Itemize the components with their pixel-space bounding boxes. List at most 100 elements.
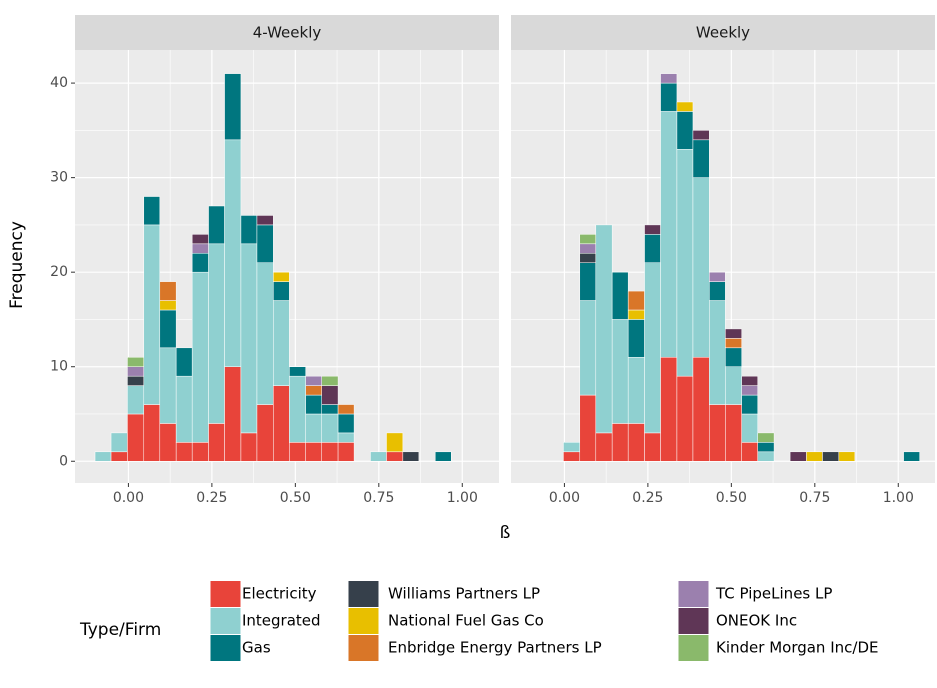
bar-segment [611, 423, 629, 462]
bar-segment [273, 271, 290, 282]
bar-segment [305, 442, 322, 462]
x-tick-label: 1.00 [883, 490, 914, 506]
y-tick-label: 30 [50, 170, 68, 186]
bar-segment [191, 253, 209, 273]
bar-segment [191, 234, 209, 245]
bar-segment [208, 205, 225, 245]
bar-segment [660, 73, 678, 84]
bar-segment [256, 224, 274, 263]
bar-segment [305, 413, 322, 443]
legend-key [347, 607, 380, 635]
bar-segment [579, 253, 597, 263]
bar-segment [676, 101, 694, 112]
bar-segment [676, 149, 694, 377]
bar-segment [692, 177, 710, 358]
x-tick-label: 0.75 [363, 490, 394, 506]
bar-segment [644, 234, 661, 263]
bar-segment [224, 366, 242, 462]
bar-segment [208, 243, 225, 424]
bar-segment [191, 271, 209, 443]
bar-segment [159, 347, 177, 424]
bar-segment [191, 243, 209, 254]
x-tick-label: 0.50 [280, 490, 311, 506]
bar-segment [208, 423, 225, 462]
bar-segment [757, 432, 775, 443]
bar-segment [240, 215, 258, 245]
bar-segment [175, 375, 193, 443]
legend-key [209, 607, 242, 635]
bar-segment [224, 73, 242, 141]
bar-segment [94, 451, 112, 462]
bar-segment [725, 338, 742, 349]
legend-key [677, 580, 710, 608]
x-tick-label: 0.50 [716, 490, 747, 506]
legend-label: Gas [242, 639, 271, 657]
bar-segment [256, 262, 274, 405]
bar-segment [305, 385, 322, 396]
bar-segment [660, 82, 678, 112]
y-tick-label: 0 [59, 453, 68, 469]
bar-segment [305, 394, 322, 415]
bar-segment [127, 375, 145, 386]
bar-segment [709, 281, 726, 301]
bar-segment [289, 442, 306, 462]
legend-label: Electricity [242, 585, 317, 603]
bar-segment [579, 262, 597, 301]
bar-segment [175, 347, 193, 377]
y-tick-label: 10 [50, 359, 68, 375]
bar-segment [127, 366, 145, 377]
bar-segment [370, 451, 387, 462]
legend-label: TC PipeLines LP [715, 585, 832, 603]
bar-segment [709, 404, 726, 462]
bar-segment [402, 451, 420, 462]
y-axis-title: Frequency [7, 221, 27, 309]
bar-segment [321, 413, 339, 443]
bar-segment [159, 423, 177, 462]
bar-segment [127, 357, 145, 367]
bar-segment [676, 375, 694, 462]
facet-title: Weekly [696, 24, 750, 42]
y-tick-label: 20 [50, 264, 68, 280]
bar-segment [321, 442, 339, 462]
bar-segment [741, 394, 758, 415]
bar-segment [159, 300, 177, 311]
bar-segment [660, 357, 678, 462]
legend-key [209, 580, 242, 608]
bar-segment [903, 451, 920, 462]
bar-segment [305, 375, 322, 386]
bar-segment [224, 139, 242, 367]
bar-segment [337, 413, 355, 434]
bar-segment [240, 243, 258, 434]
bar-segment [627, 423, 645, 462]
bar-segment [143, 404, 161, 462]
legend-label: Williams Partners LP [388, 585, 540, 603]
bar-segment [337, 432, 355, 443]
bar-segment [273, 300, 290, 386]
bar-segment [127, 413, 145, 462]
bar-segment [741, 375, 758, 386]
bar-segment [191, 442, 209, 462]
bar-segment [644, 224, 661, 235]
bar-segment [725, 328, 742, 339]
bar-segment [386, 451, 404, 462]
bar-segment [725, 347, 742, 367]
bar-segment [627, 357, 645, 424]
bar-segment [579, 300, 597, 396]
x-tick-label: 0.00 [113, 490, 144, 506]
facet-strip [511, 15, 935, 50]
bar-segment [289, 366, 306, 377]
legend-label: ONEOK Inc [716, 612, 797, 630]
bar-segment [757, 451, 775, 462]
legend-label: Kinder Morgan Inc/DE [716, 639, 878, 657]
bar-segment [611, 271, 629, 320]
legend-key [209, 634, 242, 662]
bar-segment [579, 234, 597, 245]
bar-segment [627, 319, 645, 358]
bar-segment [143, 224, 161, 405]
bar-segment [692, 139, 710, 178]
bar-segment [611, 319, 629, 424]
bar-segment [789, 451, 807, 462]
legend-title: Type/Firm [79, 620, 161, 640]
bar-segment [627, 290, 645, 311]
x-tick-label: 0.25 [196, 490, 227, 506]
